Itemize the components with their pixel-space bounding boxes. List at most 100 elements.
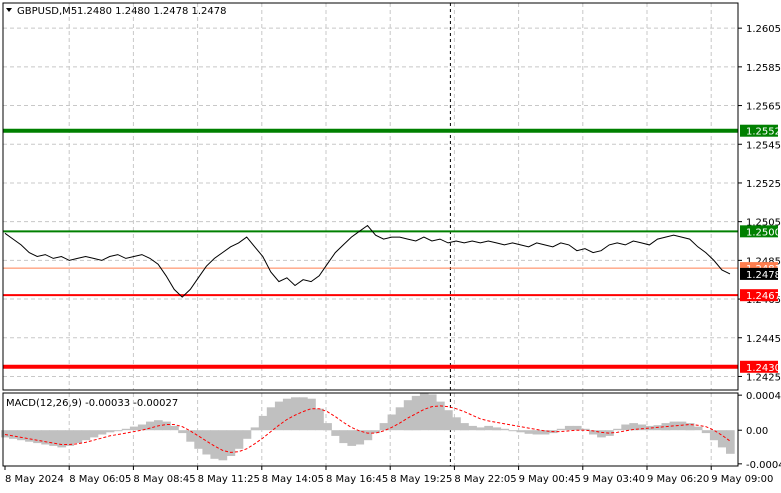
y-tick-label: 1.2505 bbox=[746, 218, 781, 229]
macd-histogram-bar bbox=[589, 430, 598, 435]
macd-histogram-bar bbox=[33, 430, 42, 444]
macd-histogram-bar bbox=[556, 428, 566, 431]
macd-histogram-bar bbox=[387, 414, 397, 431]
macd-histogram-bar bbox=[258, 415, 268, 431]
macd-histogram-bar bbox=[403, 400, 413, 431]
macd-histogram-bar bbox=[597, 430, 606, 438]
macd-histogram-bar bbox=[113, 430, 123, 432]
x-tick-label: 9 May 09:00 bbox=[711, 474, 773, 485]
macd-histogram-bar bbox=[726, 430, 735, 454]
macd-histogram-bar bbox=[693, 426, 703, 431]
macd-histogram-bar bbox=[242, 430, 252, 439]
macd-histogram-bar bbox=[572, 425, 582, 431]
price-line bbox=[4, 224, 731, 298]
macd-histogram-bar bbox=[701, 430, 711, 434]
level-tag-text: 1.2500 bbox=[746, 227, 781, 238]
level-tag-1.2467 bbox=[740, 289, 778, 302]
macd-histogram-bar bbox=[1, 430, 10, 438]
macd-histogram-bar bbox=[436, 401, 445, 431]
macd-histogram-bar bbox=[274, 401, 284, 431]
macd-histogram-bar bbox=[170, 425, 179, 431]
macd-histogram-bar bbox=[709, 430, 719, 441]
x-tick-label: 8 May 19:25 bbox=[390, 474, 452, 485]
y-tick-label: 1.2445 bbox=[746, 334, 781, 345]
macd-histogram-bar bbox=[669, 421, 679, 431]
macd-histogram-bar bbox=[629, 423, 638, 431]
macd-histogram-bar bbox=[315, 408, 324, 431]
macd-histogram-bar bbox=[427, 394, 437, 431]
y-tick-label: 1.2485 bbox=[746, 256, 781, 267]
macd-y-tick-label: 0.00 bbox=[746, 426, 768, 437]
macd-histogram-bar bbox=[347, 430, 357, 446]
macd-histogram-bar bbox=[444, 410, 453, 431]
macd-histogram-bar bbox=[371, 430, 381, 434]
macd-histogram-bar bbox=[355, 430, 365, 445]
x-tick-label: 8 May 22:05 bbox=[454, 474, 516, 485]
current-price-tag bbox=[740, 267, 778, 280]
macd-histogram-bar bbox=[194, 430, 203, 449]
macd-histogram-bar bbox=[234, 430, 244, 449]
macd-histogram-bar bbox=[65, 430, 75, 446]
macd-histogram-bar bbox=[532, 430, 542, 435]
macd-histogram-bar bbox=[146, 421, 155, 431]
macd-histogram-bar bbox=[266, 407, 276, 431]
macd-histogram-bar bbox=[476, 427, 485, 431]
macd-histogram-bar bbox=[25, 430, 34, 442]
macd-histogram-bar bbox=[162, 421, 171, 431]
macd-histogram-bar bbox=[419, 393, 429, 431]
ohlc-values: 1.2480 1.2480 1.2478 1.2478 bbox=[77, 6, 227, 17]
macd-histogram-bar bbox=[379, 423, 389, 431]
current-price-text: 1.2478 bbox=[746, 270, 781, 281]
macd-header: MACD(12,26,9) -0.00033 -0.00027 bbox=[6, 398, 178, 409]
macd-histogram-bar bbox=[524, 430, 534, 434]
macd-signal-line bbox=[4, 405, 731, 453]
macd-layer bbox=[1, 393, 735, 461]
macd-histogram-bar bbox=[282, 398, 292, 431]
y-tick-label: 1.2545 bbox=[746, 140, 781, 151]
macd-histogram-bar bbox=[307, 398, 316, 431]
x-tick-label: 8 May 06:05 bbox=[69, 474, 131, 485]
macd-histogram-bar bbox=[339, 430, 348, 444]
price-line-layer bbox=[4, 224, 731, 298]
macd-histogram-bar bbox=[331, 430, 340, 436]
level-tag-text: 1.2467 bbox=[746, 291, 781, 302]
macd-panel-frame bbox=[2, 392, 739, 467]
macd-histogram-bar bbox=[540, 430, 550, 435]
macd-histogram-bar bbox=[210, 430, 220, 459]
macd-histogram-bar bbox=[621, 424, 630, 431]
level-lines bbox=[3, 128, 738, 369]
macd-histogram-bar bbox=[186, 430, 195, 442]
macd-histogram-bar bbox=[129, 426, 139, 431]
macd-histogram-bar bbox=[250, 427, 260, 431]
macd-histogram-bar bbox=[218, 430, 228, 461]
macd-histogram-bar bbox=[581, 428, 590, 431]
macd-histogram-bar bbox=[291, 397, 300, 431]
macd-histogram-bar bbox=[137, 424, 147, 431]
macd-y-tick-label: -0.00047 bbox=[746, 460, 781, 471]
macd-histogram-bar bbox=[178, 430, 187, 434]
macd-title: MACD(12,26,9) -0.00033 -0.00027 bbox=[6, 398, 178, 409]
x-tick-label: 8 May 2024 bbox=[5, 474, 64, 485]
macd-histogram-bar bbox=[685, 423, 695, 431]
level-tag-1.2552 bbox=[740, 124, 778, 137]
x-tick-label: 8 May 08:45 bbox=[133, 474, 195, 485]
y-tick-label: 1.2605 bbox=[746, 24, 781, 35]
macd-histogram-bar bbox=[105, 430, 115, 433]
level-tag-1.2500 bbox=[740, 225, 778, 238]
macd-histogram-bar bbox=[395, 407, 405, 431]
macd-histogram-bar bbox=[323, 423, 332, 431]
macd-histogram-bar bbox=[564, 425, 574, 431]
macd-histogram-bar bbox=[41, 430, 50, 445]
macd-histogram-bar bbox=[460, 423, 469, 431]
y-tick-label: 1.2585 bbox=[746, 63, 781, 74]
level-tag-text: 1.2430 bbox=[746, 363, 781, 374]
macd-histogram-bar bbox=[121, 428, 131, 431]
macd-histogram-bar bbox=[202, 430, 212, 455]
x-tick-label: 9 May 06:20 bbox=[647, 474, 709, 485]
axis-labels: 8 May 2024 8 May 06:05 8 May 08:45 8 May 11… bbox=[4, 24, 781, 485]
macd-histogram-bar bbox=[226, 430, 236, 456]
triangle-down-icon[interactable] bbox=[6, 8, 12, 12]
x-tick-label: 8 May 11:25 bbox=[198, 474, 260, 485]
